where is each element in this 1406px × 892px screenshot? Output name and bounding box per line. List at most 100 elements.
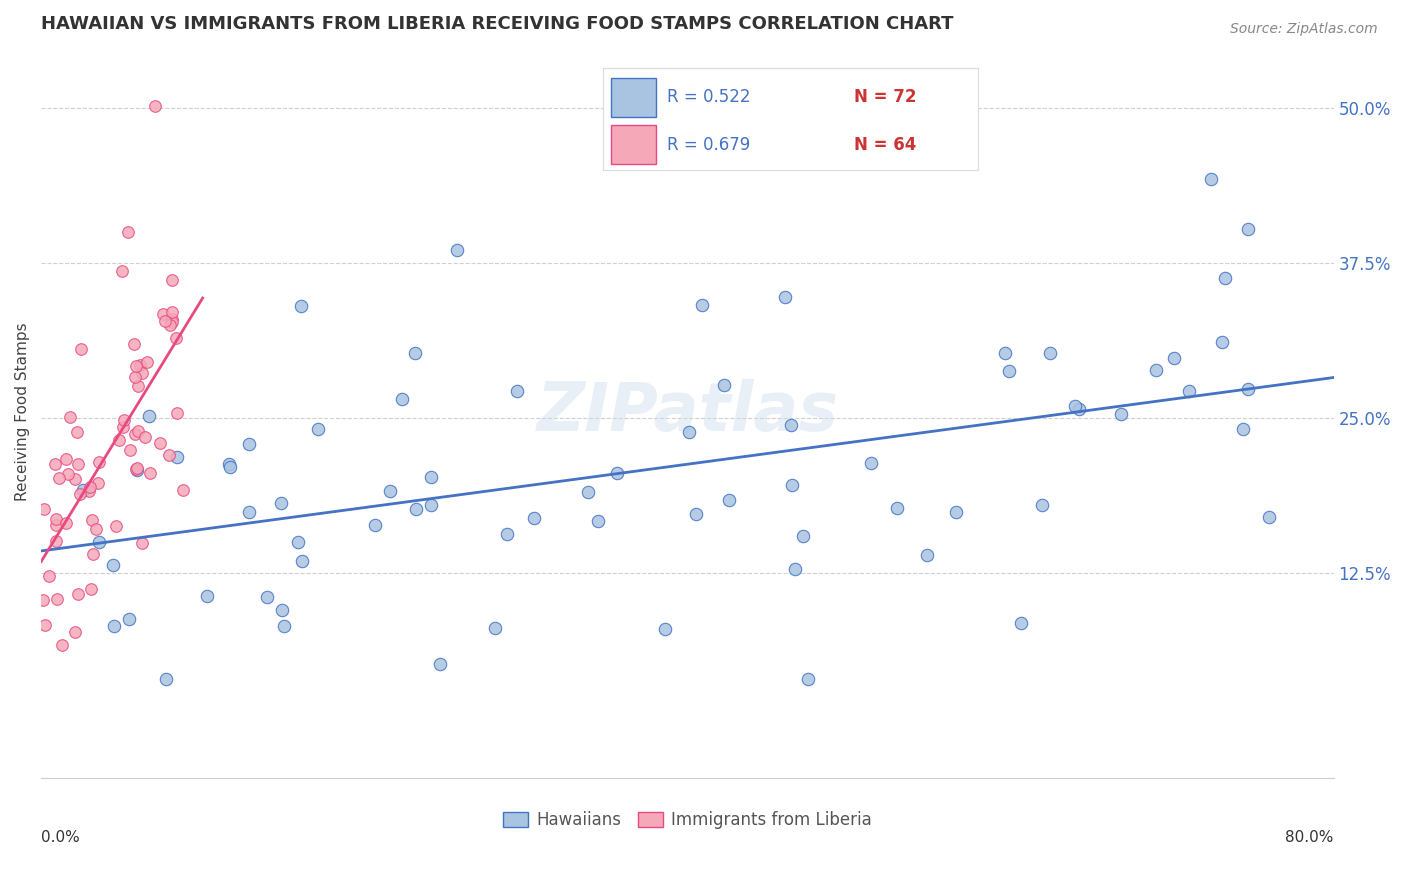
Point — [55, 452, 77, 467]
Point — [1063, 400, 1085, 414]
Point — [717, 492, 740, 507]
Point — [122, 336, 145, 351]
Point — [994, 345, 1017, 359]
Point — [496, 526, 519, 541]
Point — [1213, 270, 1236, 285]
Point — [685, 507, 707, 521]
Point — [1031, 498, 1053, 512]
Point — [886, 501, 908, 516]
Point — [159, 318, 181, 332]
Text: 0.0%: 0.0% — [41, 830, 80, 845]
Legend: Hawaiians, Immigrants from Liberia: Hawaiians, Immigrants from Liberia — [496, 805, 879, 836]
Point — [66, 425, 89, 440]
Point — [219, 459, 242, 474]
Point — [65, 472, 87, 486]
Point — [124, 370, 146, 384]
Point — [160, 315, 183, 329]
Point — [484, 621, 506, 635]
Point — [160, 312, 183, 326]
Text: ZIPatlas: ZIPatlas — [536, 379, 838, 445]
Text: Source: ZipAtlas.com: Source: ZipAtlas.com — [1230, 22, 1378, 37]
Point — [111, 420, 134, 434]
Point — [127, 424, 149, 438]
Text: 80.0%: 80.0% — [1285, 830, 1333, 845]
Point — [48, 470, 70, 484]
Point — [44, 457, 66, 471]
Point — [780, 417, 803, 432]
Point — [713, 377, 735, 392]
Point — [66, 587, 89, 601]
Point — [51, 638, 73, 652]
Point — [238, 505, 260, 519]
Point — [89, 455, 111, 469]
Point — [127, 463, 149, 477]
Point — [108, 433, 131, 447]
Point — [1010, 615, 1032, 630]
Point — [45, 518, 67, 533]
Point — [84, 522, 107, 536]
Point — [291, 554, 314, 568]
Point — [792, 529, 814, 543]
Point — [125, 359, 148, 374]
Point — [678, 425, 700, 440]
Point — [69, 487, 91, 501]
Point — [149, 435, 172, 450]
Point — [34, 617, 56, 632]
Point — [117, 225, 139, 239]
Point — [131, 536, 153, 550]
Point — [117, 612, 139, 626]
Point — [945, 505, 967, 519]
Point — [105, 519, 128, 533]
Point — [238, 437, 260, 451]
Point — [127, 379, 149, 393]
Point — [1039, 345, 1062, 359]
Point — [797, 672, 820, 686]
Point — [160, 273, 183, 287]
Point — [773, 290, 796, 304]
Point — [586, 514, 609, 528]
Point — [256, 591, 278, 605]
Point — [654, 623, 676, 637]
Point — [32, 593, 55, 607]
Point — [166, 450, 188, 465]
Point — [218, 457, 240, 471]
Point — [287, 534, 309, 549]
Point — [1237, 221, 1260, 235]
Point — [55, 516, 77, 531]
Point — [79, 480, 101, 494]
Point — [506, 384, 529, 399]
Point — [136, 354, 159, 368]
Point — [271, 603, 294, 617]
Point — [77, 484, 100, 499]
Point — [859, 456, 882, 470]
Point — [195, 589, 218, 603]
Point — [166, 405, 188, 419]
Point — [405, 501, 427, 516]
Point — [606, 466, 628, 480]
Point — [45, 511, 67, 525]
Point — [1258, 510, 1281, 524]
Point — [38, 569, 60, 583]
Point — [125, 462, 148, 476]
Point — [134, 430, 156, 444]
Point — [80, 582, 103, 596]
Point — [70, 342, 93, 356]
Point — [143, 99, 166, 113]
Point — [114, 413, 136, 427]
Point — [1178, 384, 1201, 398]
Point — [1144, 363, 1167, 377]
Point — [419, 470, 441, 484]
Point — [1069, 402, 1091, 417]
Point — [131, 366, 153, 380]
Point — [404, 345, 426, 359]
Point — [129, 358, 152, 372]
Point — [1236, 383, 1258, 397]
Point — [364, 517, 387, 532]
Point — [138, 409, 160, 424]
Point — [58, 410, 80, 425]
Point — [63, 625, 86, 640]
Point — [118, 442, 141, 457]
Point — [101, 558, 124, 572]
Point — [160, 305, 183, 319]
Point — [290, 299, 312, 313]
